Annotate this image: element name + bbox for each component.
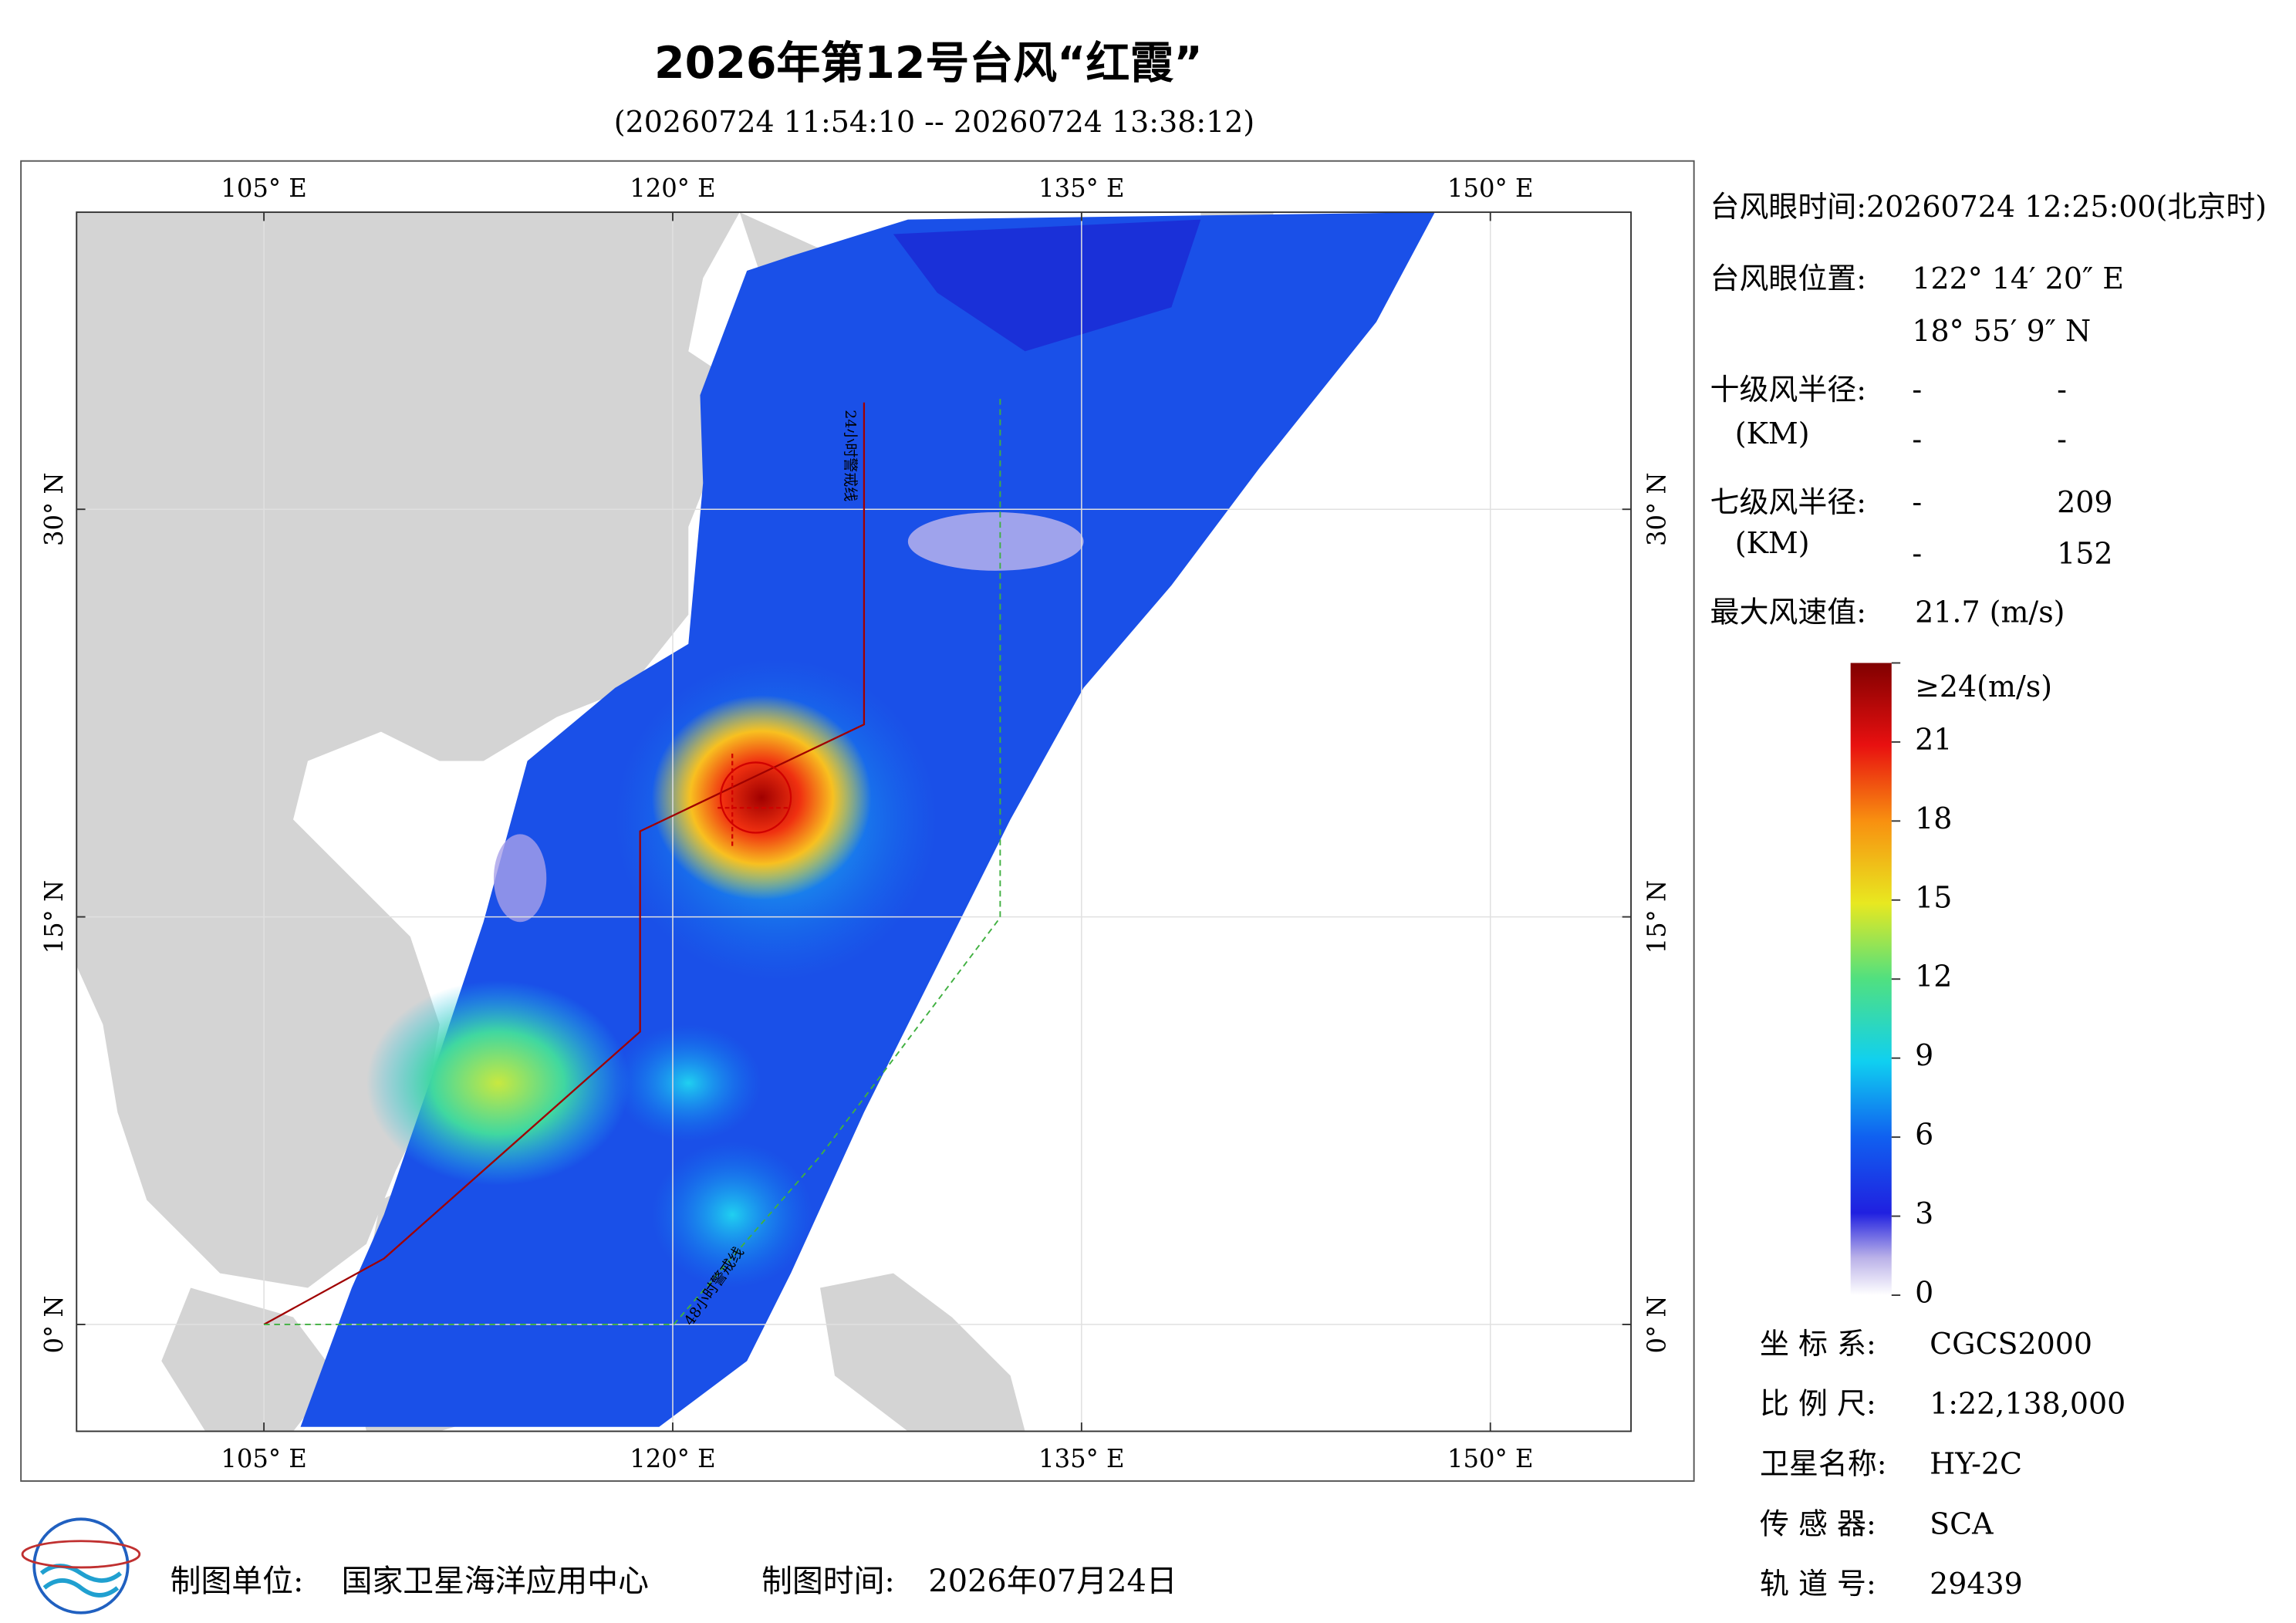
- meta-value: HY-2C: [1930, 1446, 2022, 1480]
- warning-line-48h: [264, 395, 1001, 1325]
- colorbar-label: 3: [1915, 1196, 1933, 1230]
- eye-lat: 18° 55′ 9″ N: [1912, 314, 2091, 348]
- lon-label: 105° E: [221, 1444, 306, 1473]
- r10-value: -: [2057, 373, 2067, 407]
- r7-value: -: [1912, 536, 1922, 570]
- meta-label: 传 感 器:: [1760, 1507, 1876, 1540]
- info-label: 台风眼位置:: [1710, 262, 1866, 295]
- lon-label: 120° E: [630, 174, 715, 203]
- footer-label: 制图单位:: [171, 1564, 304, 1599]
- annotation: 24小时警戒线: [842, 410, 859, 501]
- info-label: 七级风半径:: [1710, 485, 1866, 519]
- colorbar: [1850, 663, 1892, 1296]
- r10-value: -: [1912, 422, 1922, 456]
- meta-value: 29439: [1930, 1567, 2023, 1601]
- info-unit: (KM): [1735, 526, 1810, 560]
- max-wind: 21.7 (m/s): [1915, 595, 2065, 629]
- eye-time: 台风眼时间:20260724 12:25:00(北京时): [1710, 190, 2267, 224]
- footer-label: 制图时间:: [761, 1564, 895, 1599]
- colorbar-label: 9: [1915, 1038, 1933, 1072]
- lon-label: 120° E: [630, 1444, 715, 1473]
- lon-label: 105° E: [221, 174, 306, 203]
- lon-label: 135° E: [1038, 174, 1124, 203]
- colorbar-label: 0: [1915, 1276, 1933, 1310]
- r10-value: -: [2057, 422, 2067, 456]
- lon-label: 150° E: [1447, 1444, 1533, 1473]
- metadata: 坐 标 系: CGCS2000 比 例 尺: 1:22,138,000 卫星名称: HY-…: [1760, 1327, 2125, 1601]
- info-label: 最大风速值:: [1710, 595, 1866, 629]
- meta-label: 坐 标 系:: [1760, 1327, 1876, 1361]
- meta-value: 1:22,138,000: [1930, 1387, 2125, 1421]
- lat-label: 15° N: [39, 880, 69, 954]
- lat-label: 15° N: [1643, 880, 1672, 954]
- wind-swath: [300, 212, 1435, 1427]
- meta-label: 轨 道 号:: [1760, 1567, 1876, 1601]
- colorbar-label: 12: [1915, 960, 1952, 994]
- colorbar-label: 15: [1915, 880, 1952, 914]
- map-body: 24小时警戒线 48小时警戒线: [76, 212, 1632, 1432]
- warning-lines: [263, 395, 1001, 1325]
- title: 2026年第12号台风“红霞”: [654, 38, 1203, 89]
- r7-value: 152: [2057, 536, 2112, 570]
- r10-value: -: [1912, 373, 1922, 407]
- colorbar-label: 18: [1915, 801, 1952, 835]
- meta-label: 卫星名称:: [1760, 1446, 1887, 1480]
- info-label: 十级风半径:: [1710, 373, 1866, 407]
- lon-label: 150° E: [1447, 174, 1533, 203]
- r7-value: -: [1912, 485, 1922, 519]
- colorbar-label: 6: [1915, 1118, 1933, 1152]
- map-border: [76, 211, 1633, 1432]
- wind-radius: [719, 761, 792, 834]
- typhoon-eye: [718, 754, 792, 849]
- warning-line-24h: [263, 402, 866, 1325]
- lat-label: 30° N: [1643, 472, 1672, 546]
- meta-value: CGCS2000: [1930, 1327, 2092, 1361]
- info-unit: (KM): [1735, 417, 1810, 450]
- eye-lon: 122° 14′ 20″ E: [1912, 262, 2124, 295]
- lat-label: 30° N: [39, 472, 69, 546]
- colorbar-label: 21: [1915, 722, 1952, 756]
- footer-time: 2026年07月24日: [928, 1564, 1177, 1599]
- lat-label: 0° N: [39, 1295, 69, 1353]
- meta-label: 比 例 尺:: [1760, 1387, 1876, 1421]
- lon-label: 135° E: [1038, 1444, 1124, 1473]
- colorbar-ticks: 0 3 6 9 12 15 18 21 ≥24(m/s): [1891, 662, 2052, 1310]
- logo: [21, 1517, 141, 1615]
- subtitle: (20260724 11:54:10 -- 20260724 13:38:12): [614, 105, 1254, 139]
- info-panel: 台风眼时间:20260724 12:25:00(北京时) 台风眼位置: 122°…: [1710, 190, 2267, 629]
- lat-label: 0° N: [1643, 1295, 1672, 1353]
- r7-value: 209: [2057, 485, 2112, 519]
- graticule: [76, 212, 1632, 1432]
- meta-value: SCA: [1930, 1507, 1994, 1540]
- colorbar-label: ≥24(m/s): [1915, 670, 2052, 704]
- footer-unit: 国家卫星海洋应用中心: [342, 1564, 649, 1599]
